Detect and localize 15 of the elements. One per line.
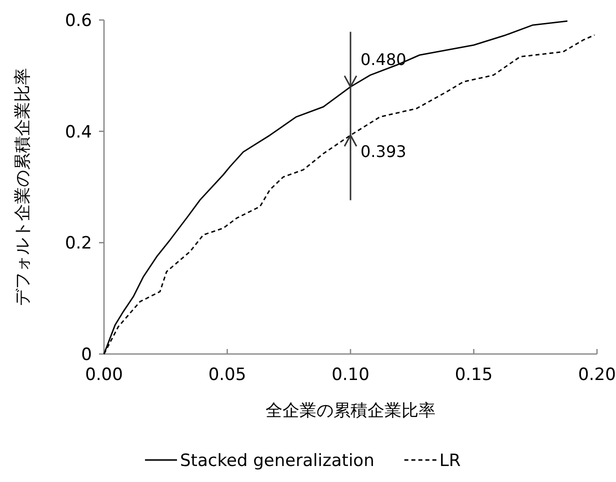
x-tick-label: 0.00 <box>85 365 123 385</box>
y-tick-label: 0.2 <box>64 234 92 254</box>
x-tick-label: 0.05 <box>208 365 246 385</box>
annotation: 0.480 <box>360 50 406 69</box>
x-tick-label: 0.20 <box>578 365 616 385</box>
annotation: 0.393 <box>360 142 406 162</box>
y-tick-label: 0.4 <box>64 122 92 142</box>
y-tick-label: 0.6 <box>64 11 92 31</box>
x-axis-title: 全企業の累積企業比率 <box>266 401 436 421</box>
y-axis-title: デフォルト企業の累積企業比率 <box>13 68 33 306</box>
x-tick-label: 0.10 <box>332 365 370 385</box>
legend-label: Stacked generalization <box>180 451 374 471</box>
legend-label: LR <box>439 451 461 471</box>
x-tick-label: 0.15 <box>454 365 493 385</box>
y-tick-label: 0 <box>81 345 92 365</box>
